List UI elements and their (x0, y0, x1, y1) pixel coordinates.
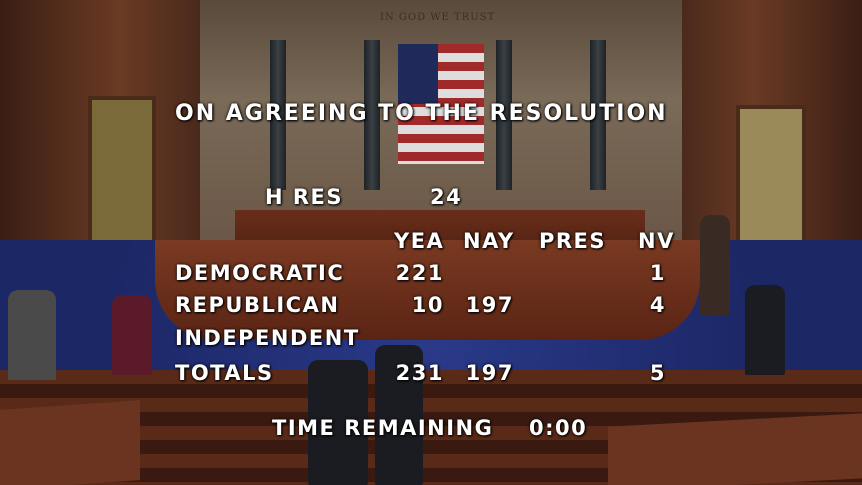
motto-inscription: IN GOD WE TRUST (380, 12, 496, 23)
measure-number: 24 (430, 185, 463, 209)
party-republican: REPUBLICAN (175, 293, 340, 317)
republican-nay: 197 (465, 293, 514, 317)
republican-yea: 10 (411, 293, 444, 317)
column (590, 40, 606, 190)
republican-nv: 4 (649, 293, 666, 317)
democratic-yea: 221 (395, 261, 444, 285)
clerk-desk (155, 240, 700, 340)
column (270, 40, 286, 190)
person (112, 295, 152, 375)
time-remaining-label: TIME REMAINING (272, 416, 494, 440)
person (745, 285, 785, 375)
column (496, 40, 512, 190)
totals-nay: 197 (465, 361, 514, 385)
person (8, 290, 56, 380)
democratic-nv: 1 (649, 261, 666, 285)
party-democratic: DEMOCRATIC (175, 261, 345, 285)
right-doorway (736, 105, 806, 263)
american-flag (398, 44, 484, 164)
totals-yea: 231 (395, 361, 444, 385)
person (308, 360, 368, 485)
column-header-pres: PRES (539, 229, 607, 253)
column-header-nay: NAY (463, 229, 515, 253)
column-header-yea: YEA (394, 229, 445, 253)
column (364, 40, 380, 190)
vote-question-title: ON AGREEING TO THE RESOLUTION (175, 101, 668, 126)
person (700, 215, 730, 315)
totals-label: TOTALS (175, 361, 274, 385)
party-independent: INDEPENDENT (175, 326, 360, 350)
time-remaining-value: 0:00 (529, 416, 588, 440)
totals-nv: 5 (649, 361, 666, 385)
person (375, 345, 423, 485)
measure-label: H RES (265, 185, 344, 209)
column-header-nv: NV (638, 229, 675, 253)
